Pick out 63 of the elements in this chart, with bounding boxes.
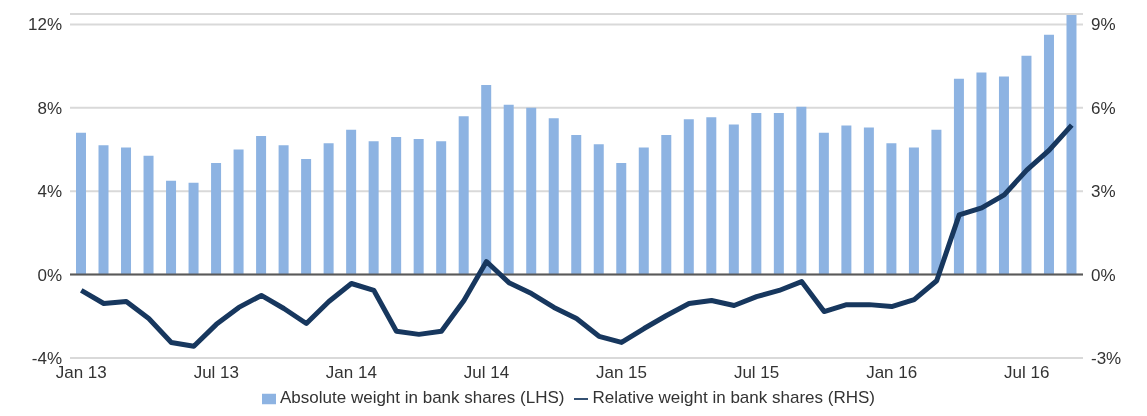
bar <box>233 149 244 275</box>
bar <box>503 104 514 275</box>
bar <box>886 143 897 275</box>
x-tick-label: Jul 15 <box>733 363 780 383</box>
bar <box>616 163 627 275</box>
y2-tick-label: 6% <box>1091 98 1116 118</box>
bar <box>953 78 964 275</box>
bar <box>458 116 469 275</box>
bar <box>661 134 672 275</box>
y2-tick-label: 3% <box>1091 182 1116 202</box>
x-tick-label: Jul 14 <box>463 363 510 383</box>
bar <box>346 129 357 275</box>
bar <box>728 124 739 275</box>
bar <box>931 129 942 275</box>
bar <box>391 137 402 275</box>
bar <box>211 163 222 275</box>
x-tick-label: Jul 13 <box>193 363 240 383</box>
y-tick-label: 4% <box>37 182 62 202</box>
x-tick-label: Jul 16 <box>1004 363 1050 383</box>
x-tick-label: Jan 14 <box>325 363 377 383</box>
bar <box>1021 55 1032 275</box>
bar <box>773 113 784 275</box>
bar <box>638 147 649 275</box>
y-tick-label: 12% <box>27 15 62 35</box>
bar <box>323 143 334 275</box>
y2-tick-label: 9% <box>1091 15 1116 35</box>
bar <box>706 117 717 275</box>
bar <box>76 132 86 275</box>
legend-label: Relative weight in bank shares (RHS) <box>592 388 875 407</box>
bar <box>593 144 604 275</box>
bar <box>143 155 154 275</box>
bar <box>526 107 537 275</box>
bar <box>368 141 379 275</box>
bar <box>841 125 852 275</box>
legend-label: Absolute weight in bank shares (LHS) <box>280 388 565 407</box>
x-tick-label: Jan 15 <box>596 363 648 383</box>
y2-tick-label: -3% <box>1091 349 1122 369</box>
bar <box>188 182 199 275</box>
y2-tick-label: 0% <box>1091 265 1116 285</box>
bar <box>548 118 559 275</box>
bar <box>1043 34 1054 275</box>
y-tick-label: 0% <box>37 265 62 285</box>
bar <box>278 145 289 275</box>
bar <box>413 139 424 275</box>
bar <box>1066 15 1077 275</box>
bar <box>481 84 492 275</box>
bar <box>98 145 109 275</box>
bar <box>976 72 987 275</box>
y-tick-label: 8% <box>37 98 62 118</box>
bar <box>436 141 447 275</box>
bar <box>256 135 267 275</box>
bar <box>908 147 919 275</box>
bar <box>683 119 694 275</box>
bar <box>796 106 807 275</box>
bar <box>751 113 762 275</box>
bar <box>571 134 582 275</box>
bar <box>301 158 312 275</box>
bar <box>863 127 874 275</box>
x-tick-label: Jan 16 <box>866 363 918 383</box>
bar <box>818 132 829 275</box>
bar <box>121 147 132 275</box>
bar <box>998 76 1009 275</box>
bar <box>166 180 177 275</box>
